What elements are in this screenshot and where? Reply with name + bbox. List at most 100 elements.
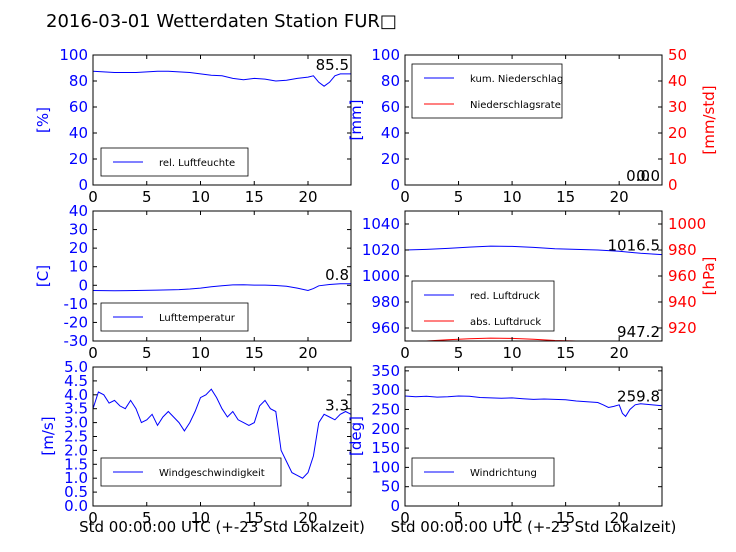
y-tick-label: -10 bbox=[64, 295, 89, 313]
legend-label-1: rel. Luftfeuchte bbox=[159, 158, 235, 169]
legend-label-1: kum. Niederschlag bbox=[470, 74, 563, 85]
y-tick-label: 300 bbox=[371, 381, 400, 399]
legend-label-1: Windgeschwindigkeit bbox=[159, 468, 265, 479]
y-tick-label-right: 20 bbox=[668, 124, 687, 142]
x-tick-label: 5 bbox=[142, 509, 152, 527]
y-tick-label: 1000 bbox=[362, 267, 400, 285]
panel-precipitation: 0 5 10 15 20 0 20 40 60 80 100 0 10 20 30 40 50 [mm] [mm/s… bbox=[347, 46, 718, 206]
y-tick-label-right: 30 bbox=[668, 98, 687, 116]
x-tick-label: 10 bbox=[191, 188, 210, 206]
y-tick-label-right: 960 bbox=[668, 267, 697, 285]
x-tick-label: 20 bbox=[610, 188, 629, 206]
legend: red. Luftdruck abs. Luftdruck bbox=[411, 280, 555, 332]
x-tick-label: 10 bbox=[503, 188, 522, 206]
x-tick-label: 10 bbox=[503, 344, 522, 362]
y-tick-label: 50 bbox=[381, 478, 400, 496]
last-value: 3.3 bbox=[325, 396, 349, 414]
y-tick-label: 100 bbox=[371, 458, 400, 476]
y-axis-label: [deg] bbox=[347, 416, 365, 456]
y-axis-label: [%] bbox=[34, 107, 52, 133]
y-tick-label: 4.0 bbox=[64, 386, 88, 404]
last-value: 259.8 bbox=[617, 388, 660, 406]
y-tick-label: 4.5 bbox=[64, 372, 88, 390]
x-tick-label: 10 bbox=[191, 344, 210, 362]
series-line-2 bbox=[415, 337, 598, 341]
y-tick-label: 0.0 bbox=[64, 497, 88, 515]
y-tick-label: 60 bbox=[381, 98, 400, 116]
panel-pressure: 0 5 10 15 20 960 980 1000 1020 1040 920 940 960 980 10… bbox=[362, 210, 718, 362]
x-tick-label: 15 bbox=[556, 188, 575, 206]
x-tick-label: 0 bbox=[400, 188, 410, 206]
y-tick-label: 3.5 bbox=[64, 400, 88, 418]
y-tick-label: 1020 bbox=[362, 241, 400, 259]
plot-frame bbox=[404, 54, 663, 186]
y-tick-label: 0 bbox=[78, 276, 88, 294]
x-tick-label: 5 bbox=[454, 188, 464, 206]
y-tick-label-right: 920 bbox=[668, 319, 697, 337]
x-tick-label: 15 bbox=[556, 509, 575, 527]
series-line-1 bbox=[405, 395, 662, 418]
x-tick-label: 20 bbox=[610, 344, 629, 362]
y-tick-label: 10 bbox=[69, 258, 88, 276]
y-tick-label: 2.0 bbox=[64, 441, 88, 459]
panel-windspeed: 0 5 10 15 20 0.00.51.01.52.02.53.03.54.04.55.… bbox=[39, 358, 365, 536]
x-tick-label: 15 bbox=[556, 344, 575, 362]
y-tick-label: 60 bbox=[69, 98, 88, 116]
y-tick-label: 5.0 bbox=[64, 358, 88, 376]
y-axis-label-right: [hPa] bbox=[700, 257, 718, 296]
x-tick-label: 5 bbox=[142, 344, 152, 362]
y-tick-label: 100 bbox=[371, 46, 400, 64]
y-axis-label-right: [mm/std] bbox=[700, 85, 718, 154]
legend-box bbox=[411, 63, 563, 119]
y-tick-label-right: 980 bbox=[668, 241, 697, 259]
x-tick-label: 10 bbox=[191, 509, 210, 527]
series-line-1 bbox=[405, 245, 662, 256]
series-line-1 bbox=[93, 70, 351, 87]
y-tick-label: 40 bbox=[69, 202, 88, 220]
x-tick-label: 0 bbox=[88, 188, 98, 206]
last-value: 85.5 bbox=[316, 56, 349, 74]
plot-frame bbox=[92, 54, 352, 186]
x-tick-label: 15 bbox=[245, 188, 264, 206]
y-axis-label: [m/s] bbox=[39, 416, 57, 455]
y-tick-label: 20 bbox=[69, 239, 88, 257]
last-value: 0.0 bbox=[636, 167, 660, 185]
legend: Lufttemperatur bbox=[100, 302, 249, 332]
panel-temperature: 0 5 10 15 20-30-20-10010203040[C]Lufttempera… bbox=[34, 202, 352, 362]
y-tick-label: 100 bbox=[59, 46, 88, 64]
x-tick-label: 0 bbox=[88, 509, 98, 527]
x-tick-label: 20 bbox=[298, 509, 317, 527]
y-tick-label: 80 bbox=[69, 72, 88, 90]
y-tick-label: 80 bbox=[381, 72, 400, 90]
legend-label-1: Windrichtung bbox=[470, 468, 537, 479]
y-axis-label: [mm] bbox=[347, 100, 365, 141]
y-tick-label: -20 bbox=[64, 313, 89, 331]
legend-label-2: Niederschlagsrate bbox=[470, 100, 561, 111]
x-tick-label: 0 bbox=[400, 344, 410, 362]
x-tick-label: 0 bbox=[88, 344, 98, 362]
y-axis-label: [C] bbox=[34, 265, 52, 287]
x-tick-label: 5 bbox=[454, 509, 464, 527]
last-value-2: 947.2 bbox=[617, 323, 660, 341]
legend-label-2: abs. Luftdruck bbox=[470, 317, 541, 328]
y-tick-label: 3.0 bbox=[64, 414, 88, 432]
plot-frame bbox=[92, 210, 352, 342]
figure-title: 2016-03-01 Wetterdaten Station FUR□ bbox=[46, 11, 397, 32]
y-tick-label: 0 bbox=[390, 176, 400, 194]
x-axis-label: Std 00:00:00 UTC (+-23 Std Lokalzeit) bbox=[79, 518, 365, 536]
y-tick-label: -30 bbox=[64, 332, 89, 350]
y-tick-label: 20 bbox=[381, 150, 400, 168]
y-tick-label: 2.5 bbox=[64, 428, 88, 446]
y-tick-label: 250 bbox=[371, 400, 400, 418]
y-tick-label: 0.5 bbox=[64, 483, 88, 501]
x-axis-label: Std 00:00:00 UTC (+-23 Std Lokalzeit) bbox=[391, 518, 677, 536]
y-tick-label: 20 bbox=[69, 150, 88, 168]
series-line-1 bbox=[93, 388, 351, 479]
y-tick-label: 40 bbox=[381, 124, 400, 142]
legend: Windgeschwindigkeit bbox=[100, 457, 282, 487]
y-tick-label-right: 40 bbox=[668, 72, 687, 90]
y-tick-label: 1040 bbox=[362, 215, 400, 233]
x-tick-label: 5 bbox=[142, 188, 152, 206]
